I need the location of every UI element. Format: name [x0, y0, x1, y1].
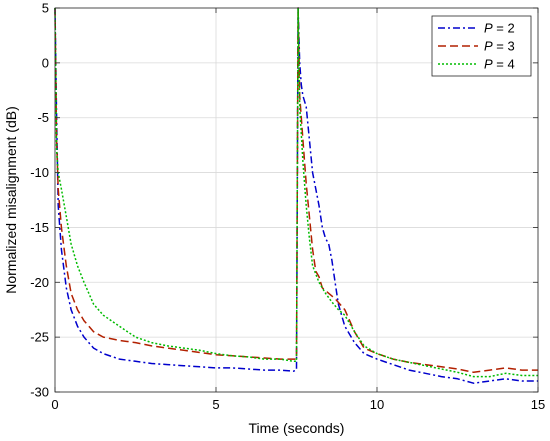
y-tick-label: -30	[30, 385, 49, 400]
legend-entry-symbol: P	[484, 21, 493, 36]
series-layer	[54, 7, 538, 384]
legend-box	[431, 15, 532, 77]
series-line-p4	[54, 7, 538, 378]
y-tick-label: 0	[42, 55, 49, 70]
y-tick-label: -25	[30, 330, 49, 345]
y-tick-label: 5	[42, 1, 49, 16]
plot-frame	[54, 7, 539, 393]
x-tick-label: 15	[531, 397, 545, 412]
legend-entry: P = 3	[484, 39, 515, 54]
legend-entry: P = 4	[484, 57, 515, 72]
y-tick-label: -20	[30, 275, 49, 290]
legend-entry: P = 2	[484, 21, 515, 36]
legend-entry-value: = 3	[493, 39, 515, 54]
legend-entry-value: = 2	[493, 21, 515, 36]
ticks: 0 5 10 15 5 0 -5 -10 -15 -20 -25 -30	[30, 1, 545, 413]
y-tick-label: -5	[37, 110, 49, 125]
x-tick-label: 10	[370, 397, 384, 412]
y-tick-label: -10	[30, 165, 49, 180]
legend-entry-value: = 4	[493, 57, 515, 72]
legend-entry-symbol: P	[484, 57, 493, 72]
x-tick-label: 5	[212, 397, 219, 412]
x-axis-label: Time (seconds)	[249, 420, 345, 436]
legend-entry-symbol: P	[484, 39, 493, 54]
legend: P = 2P = 3P = 4	[431, 15, 532, 77]
series-line-p2	[54, 7, 538, 384]
series-line-p3	[54, 7, 538, 374]
y-axis-label: Normalized misalignment (dB)	[3, 106, 19, 294]
x-tick-label: 0	[51, 397, 58, 412]
y-tick-label: -15	[30, 220, 49, 235]
